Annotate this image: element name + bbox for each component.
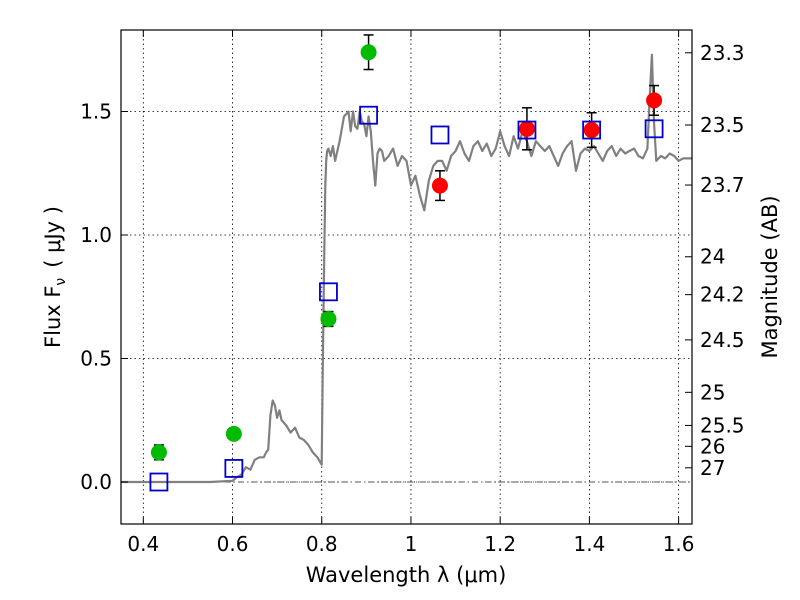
green-data-point: [225, 425, 242, 442]
model-photometry-square: [359, 105, 378, 125]
x-axis-label: Wavelength λ (μm): [306, 563, 507, 587]
y2-tick-label: 26: [700, 434, 725, 458]
x-tick-label: 1: [405, 532, 418, 556]
y-tick-label: 1.5: [80, 100, 112, 124]
y2-tick-label: 23.5: [700, 113, 745, 137]
model-photometry-square: [644, 119, 664, 139]
green-data-point: [150, 444, 167, 461]
y2-tick-label: 24.5: [700, 328, 745, 352]
x-tick-label: 0.8: [306, 532, 338, 556]
plot-frame: [120, 29, 693, 525]
green-data-point: [320, 310, 337, 327]
y2-tick-label: 27: [700, 456, 725, 480]
model-photometry-square: [224, 459, 244, 478]
model-photometry-square: [582, 120, 602, 140]
red-data-point: [431, 177, 448, 194]
model-photometry-square: [319, 282, 338, 302]
model-photometry-square: [517, 120, 537, 140]
y2-tick-label: 25: [700, 380, 725, 404]
x-tick-label: 1.2: [484, 532, 516, 556]
plot-content: [121, 34, 692, 492]
x-tick-label: 0.6: [217, 532, 249, 556]
y-axis-label-subscript: ν: [53, 278, 69, 286]
x-tick-label: 0.4: [127, 532, 159, 556]
green-data-point: [360, 44, 377, 61]
red-data-point: [583, 122, 600, 139]
red-data-point: [518, 120, 535, 137]
y-axis-label-unit: ( μJy ): [41, 206, 65, 268]
y-tick-label: 0.0: [80, 470, 112, 494]
y2-tick-label: 24: [700, 245, 725, 269]
y2-tick-label: 24.2: [700, 283, 745, 307]
model-photometry-square: [149, 472, 169, 492]
y-tick-label: 1.0: [80, 223, 112, 247]
y2-tick-label: 25.5: [700, 413, 745, 437]
model-spectrum-line: [121, 53, 692, 484]
y2-tick-label: 23.3: [700, 41, 745, 65]
x-tick-label: 1.4: [573, 532, 605, 556]
axis-ticks: 0.4 0.6 0.8 1 1.2 1.4 1.6 0.0 0.5 1.0 1.5 23.3 23.5 2…: [80, 30, 745, 556]
y2-tick-label: 23.7: [700, 173, 745, 197]
x-tick-label: 1.6: [663, 532, 695, 556]
y-axis-label-main: Flux F: [41, 286, 65, 348]
markers: [149, 34, 664, 492]
red-data-point: [646, 92, 663, 109]
y-tick-label: 0.5: [80, 347, 112, 371]
grid: [121, 30, 692, 524]
y-axis-label: Flux Fν ( μJy ): [41, 206, 69, 348]
y2-axis-label: Magnitude (AB): [758, 195, 782, 358]
model-photometry-square: [430, 125, 450, 145]
